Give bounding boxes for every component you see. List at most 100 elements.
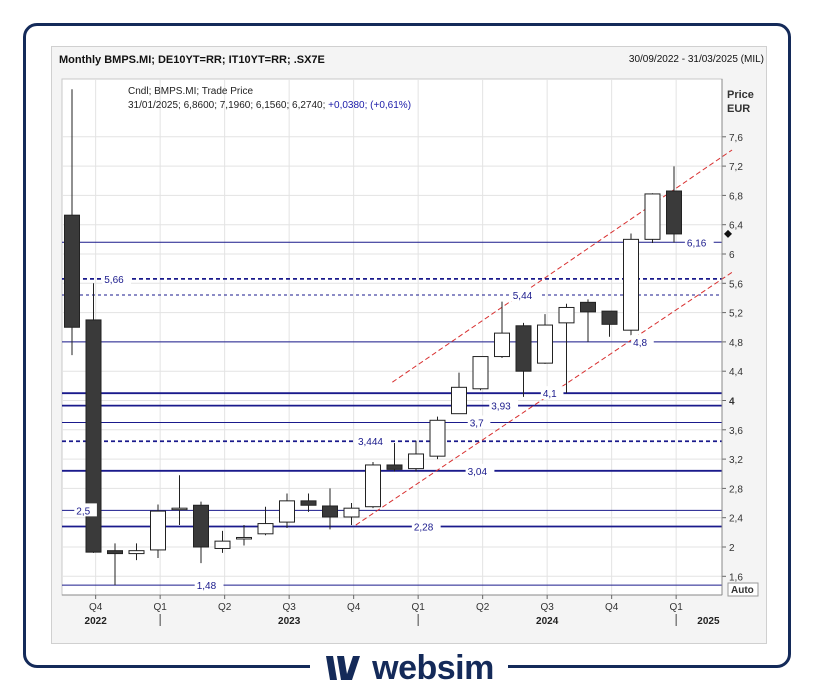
level-label: 4,8	[633, 338, 647, 349]
level-label: 5,44	[513, 291, 533, 302]
y-tick-label: 6	[729, 250, 735, 261]
candle-up	[171, 507, 188, 511]
candle-up	[279, 500, 295, 523]
y-tick-label: 4,8	[729, 338, 743, 349]
x-quarter-label: Q2	[218, 602, 232, 613]
x-year-label: 2023	[278, 616, 301, 627]
level-label-bg	[489, 398, 519, 412]
auto-scale-button[interactable]	[727, 582, 759, 597]
y-tick-label: 6,4	[729, 221, 743, 232]
candle-up	[558, 306, 575, 324]
level-label: 2,5	[76, 506, 90, 517]
candle-down	[322, 505, 338, 518]
candle-down	[193, 504, 209, 548]
level-label-bg	[411, 519, 441, 533]
level-label-bg	[355, 434, 391, 448]
level-label: 3,7	[470, 418, 484, 429]
candle-down	[666, 190, 682, 235]
x-quarter-label: Q4	[605, 602, 619, 613]
channel-line	[392, 149, 733, 383]
auto-scale-label: Auto	[731, 585, 754, 596]
level-label-bg	[631, 334, 654, 348]
candle-up	[408, 453, 424, 470]
x-quarter-label: Q4	[347, 602, 361, 613]
level-label: 6,16	[687, 238, 707, 249]
x-quarter-label: Q1	[411, 602, 425, 613]
candle-up	[472, 356, 489, 390]
level-label: 2,28	[414, 522, 434, 533]
date-range: 30/09/2022 - 31/03/2025 (MIL)	[628, 54, 764, 65]
candle-up	[429, 419, 446, 457]
candle-up	[257, 523, 274, 535]
level-label-bg	[102, 271, 132, 285]
y-tick-label: 5,6	[729, 279, 743, 290]
legend-change: +0,0380; (+0,61%)	[325, 100, 411, 111]
candle-up	[494, 332, 510, 358]
candle-down	[580, 301, 596, 313]
current-price-marker	[724, 229, 732, 238]
x-quarter-label: Q1	[153, 602, 167, 613]
grid	[62, 79, 722, 595]
level-label-bg	[194, 578, 224, 592]
y-tick-label: 3,2	[729, 455, 743, 466]
legend-ohlc: 31/01/2025; 6,8600; 7,1960; 6,1560; 6,27…	[128, 100, 325, 111]
y-tick-label: 7,2	[729, 162, 743, 173]
x-quarter-label: Q3	[540, 602, 554, 613]
y-tick-label: 2,4	[729, 514, 743, 525]
candle-up	[150, 510, 166, 551]
y-tick-label: 6,8	[729, 191, 743, 202]
level-label-bg	[540, 386, 564, 400]
y-axis: 1,6 2 2,4 2,8 3,2 3,6 4 4,4 4,8 5,2 5,6 6 6,4 6,8 7,2 7…	[721, 79, 743, 595]
x-quarter-label: Q1	[669, 602, 683, 613]
y-tick-label: 1,6	[729, 572, 743, 583]
y-tick-label: 4,4	[729, 367, 743, 378]
candle-down	[601, 310, 618, 325]
level-label-bg	[510, 288, 540, 302]
currency-axis-label: EUR	[727, 103, 750, 115]
level-label: 1,48	[197, 581, 217, 592]
candle-up	[128, 550, 145, 555]
x-year-label: 2022	[85, 616, 108, 627]
candle-down	[386, 464, 403, 470]
level-labels: 6,16 5,66 5,44 4,8 4,1 3,93 3,7 3,444 3,04 2,5 2,2…	[74, 235, 714, 592]
level-label-bg	[467, 415, 491, 429]
candle-up	[644, 193, 661, 240]
y-tick-label: 7,6	[729, 133, 743, 144]
brand-logo: websim	[310, 648, 508, 688]
x-year-label: 2025	[697, 616, 720, 627]
x-quarter-label: Q2	[476, 602, 490, 613]
candle-up	[365, 464, 381, 508]
brand-name: websim	[372, 648, 494, 687]
level-label-bg	[74, 503, 97, 517]
legend-line-1: Cndl; BMPS.MI; Trade Price	[128, 86, 253, 97]
level-label: 4,1	[543, 389, 557, 400]
level-label-bg	[684, 235, 714, 249]
candle-down	[300, 500, 317, 506]
y-tick-label: 2	[729, 543, 735, 554]
candles	[64, 89, 682, 586]
level-label: 3,04	[468, 467, 488, 478]
candle-up	[537, 324, 553, 364]
y-tick-label: 2,8	[729, 484, 743, 495]
candle-up	[343, 507, 360, 518]
level-label-bg	[465, 463, 495, 477]
y-tick-label: 3,6	[729, 426, 743, 437]
level-label: 3,444	[358, 437, 383, 448]
legend-line-2: 31/01/2025; 6,8600; 7,1960; 6,1560; 6,27…	[128, 100, 411, 111]
chart-title: Monthly BMPS.MI; DE10YT=RR; IT10YT=RR; .…	[59, 54, 325, 66]
candle-up	[451, 386, 467, 415]
x-quarter-label: Q4	[89, 602, 103, 613]
level-label: 3,93	[491, 402, 511, 413]
y-tick-label: 5,2	[729, 309, 743, 320]
websim-logo-icon	[326, 656, 361, 680]
candle-down	[85, 319, 102, 553]
candle-down	[515, 325, 532, 372]
candle-down	[107, 550, 123, 555]
candle-down	[64, 214, 80, 328]
level-label: 5,66	[104, 275, 124, 286]
y-tick-label: 4	[729, 397, 735, 408]
candle-up	[236, 536, 252, 540]
x-year-label: 2024	[536, 616, 559, 627]
x-axis: Q4 Q1 Q2 Q3 Q4 Q1 Q2 Q3 Q4 Q1 2022 2023 2024 2025	[62, 594, 722, 627]
